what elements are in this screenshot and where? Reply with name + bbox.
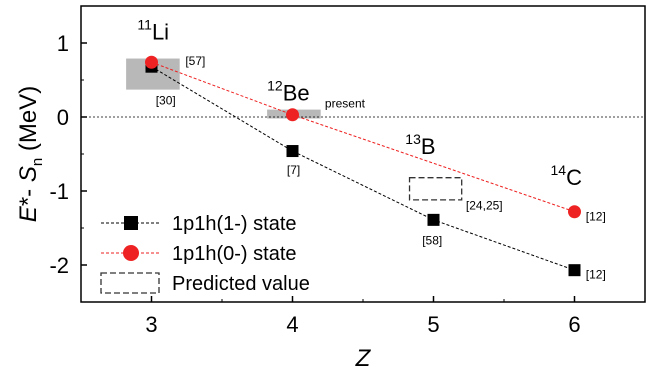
nucleus-label: 14C: [551, 162, 583, 190]
y-axis-label: E*- Sn (MeV): [15, 86, 46, 222]
y-tick-label: -2: [49, 253, 69, 278]
reference-annotation: [7]: [287, 163, 300, 177]
x-tick-label: 4: [286, 312, 298, 337]
circle-marker: [568, 205, 581, 219]
y-tick-label: 1: [57, 31, 69, 56]
reference-annotation: [57]: [185, 54, 205, 68]
annotation-labels: 11Li 12Be 13B 14C [57] [30] present [7] [24,25] […: [137, 16, 605, 281]
reference-annotation: [24,25]: [466, 199, 503, 213]
series-markers: [145, 55, 581, 277]
reference-annotation: [12]: [586, 267, 606, 281]
nucleus-label: 12Be: [267, 78, 310, 106]
y-tick-label: 0: [57, 105, 69, 130]
reference-annotation: present: [325, 96, 366, 110]
circle-marker: [145, 55, 158, 69]
x-tick-label: 3: [145, 312, 157, 337]
uncertainty-box-3: [408, 177, 463, 201]
legend: 1p1h(1-) state 1p1h(0-) state Predicted va…: [100, 213, 310, 295]
x-tick-label: 6: [568, 312, 580, 337]
legend-circle-marker: [123, 245, 139, 261]
nucleus-label: 11Li: [137, 16, 169, 44]
legend-label: 1p1h(1-) state: [172, 213, 297, 235]
circle-marker: [286, 108, 299, 122]
nucleus-label: 13B: [405, 131, 435, 159]
series-line-1: [151, 66, 575, 271]
legend-label: 1p1h(0-) state: [172, 243, 297, 265]
x-tick-label: 5: [427, 312, 439, 337]
series-line-2: [151, 61, 575, 213]
square-marker: [568, 264, 581, 277]
legend-dashed-box: [100, 272, 160, 294]
reference-annotation: [58]: [422, 233, 442, 247]
y-tick-label: -1: [49, 179, 69, 204]
x-axis-label: Z: [355, 345, 372, 370]
reference-annotation: [12]: [586, 210, 606, 224]
legend-label: Predicted value: [172, 273, 310, 295]
plot-frame: [80, 5, 646, 303]
legend-square-marker: [124, 216, 138, 230]
axis-ticks: 3 4 5 6 1 0 -1 -2: [49, 5, 646, 337]
square-marker: [427, 213, 440, 226]
square-marker: [286, 145, 299, 158]
reference-annotation: [30]: [156, 93, 176, 107]
series-lines: [151, 61, 575, 271]
